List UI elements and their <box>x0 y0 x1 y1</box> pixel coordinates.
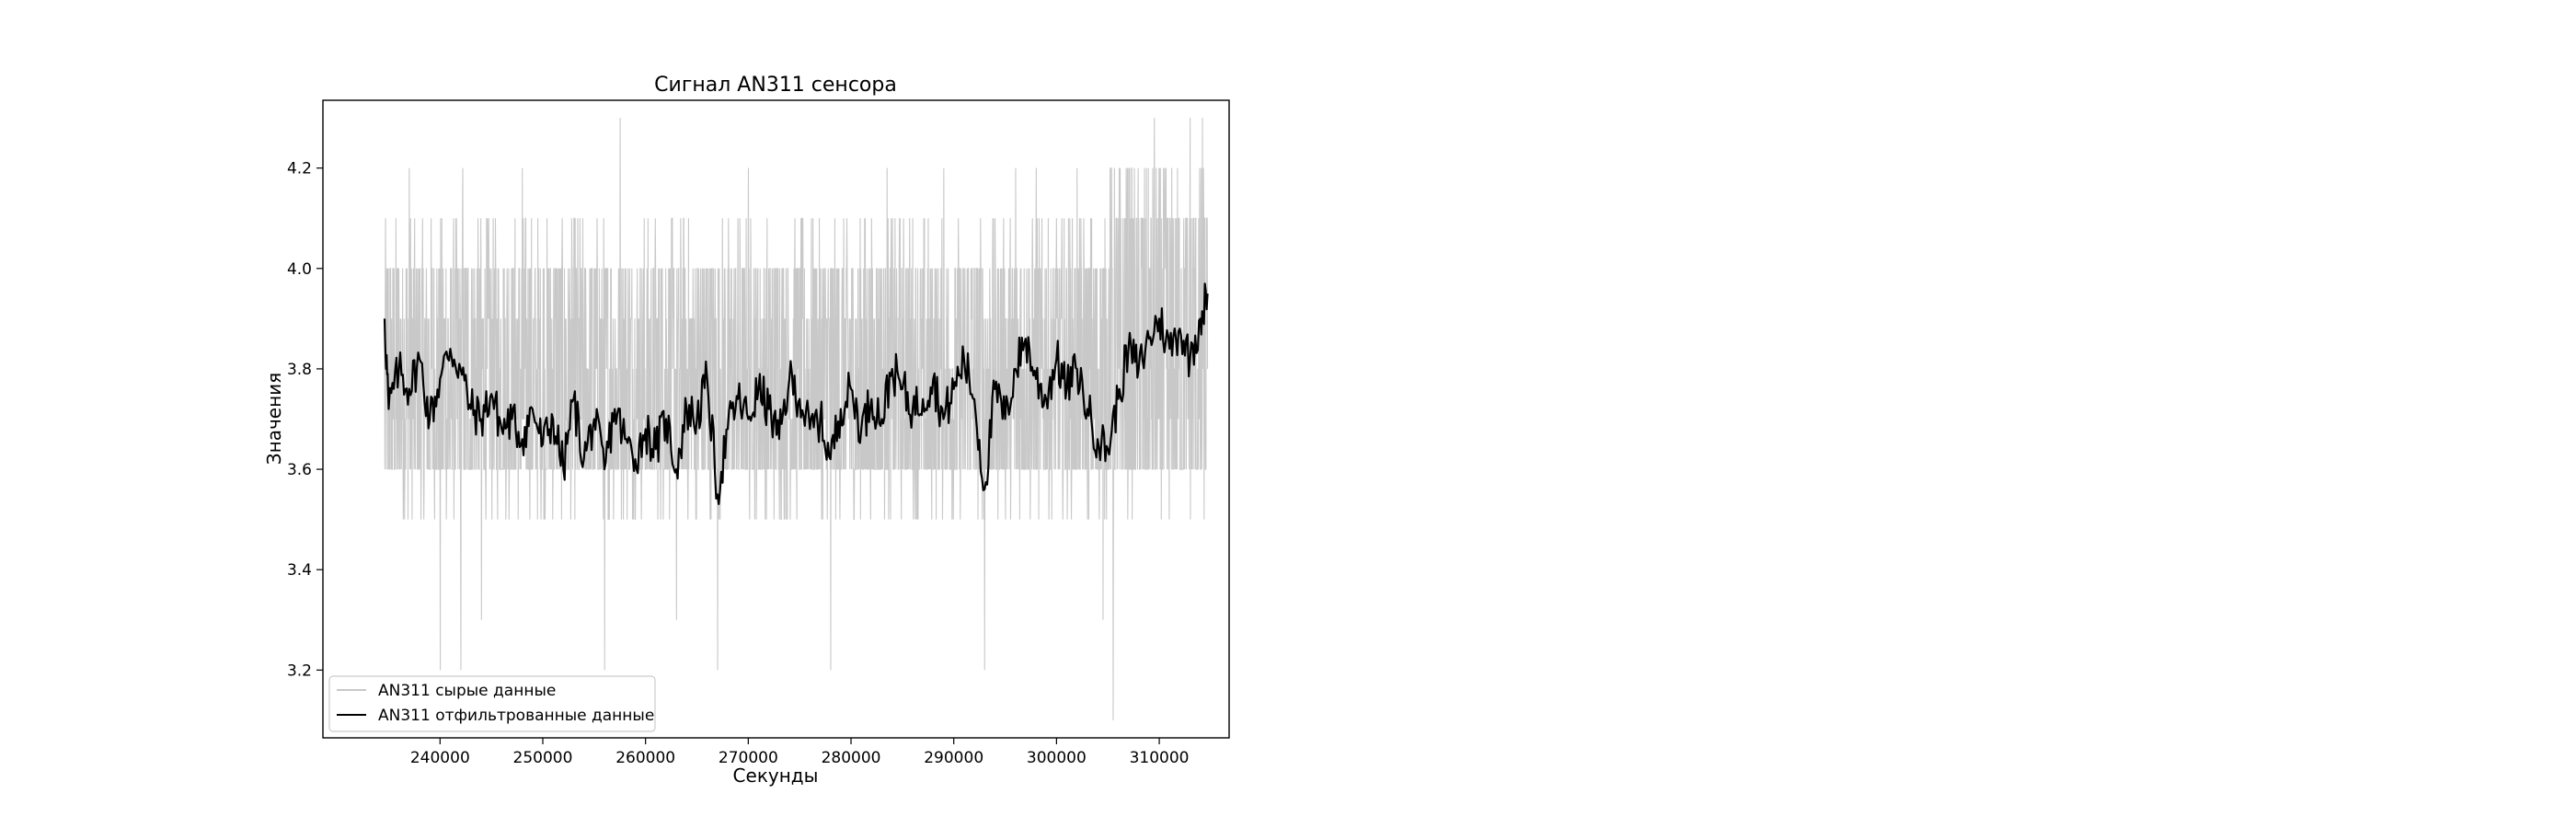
legend-label-filtered: AN311 отфильтрованные данные <box>378 707 654 725</box>
x-tick-label: 300000 <box>1027 749 1087 767</box>
x-tick-label: 250000 <box>513 749 573 767</box>
legend-label-raw: AN311 сырые данные <box>378 682 556 700</box>
filtered-series-line <box>383 282 1209 505</box>
x-axis-label: Секунды <box>733 765 819 787</box>
y-tick-label: 4.0 <box>287 260 312 279</box>
y-tick-label: 4.2 <box>287 160 312 178</box>
plot-area-frame <box>322 99 1230 739</box>
filtered-series-layer <box>383 282 1209 505</box>
x-tick-label: 280000 <box>822 749 881 767</box>
x-tick-label: 270000 <box>719 749 778 767</box>
x-tick-label: 310000 <box>1130 749 1190 767</box>
y-axis-label: Значения <box>263 373 285 465</box>
y-axis: 3.2 3.4 3.6 3.8 4.0 4.2 <box>287 160 323 680</box>
x-tick-label: 260000 <box>615 749 675 767</box>
y-tick-label: 3.2 <box>287 661 312 680</box>
x-tick-label: 240000 <box>410 749 470 767</box>
y-tick-label: 3.6 <box>287 461 312 479</box>
legend: AN311 сырые данные AN311 отфильтрованные… <box>328 675 656 732</box>
legend-box <box>328 675 656 732</box>
y-tick-label: 3.4 <box>287 561 312 580</box>
y-tick-label: 3.8 <box>287 361 312 379</box>
x-tick-label: 290000 <box>924 749 983 767</box>
chart-title: Сигнал AN311 сенсора <box>654 74 897 97</box>
x-axis: 240000 250000 260000 270000 280000 290000 3000… <box>410 738 1190 767</box>
